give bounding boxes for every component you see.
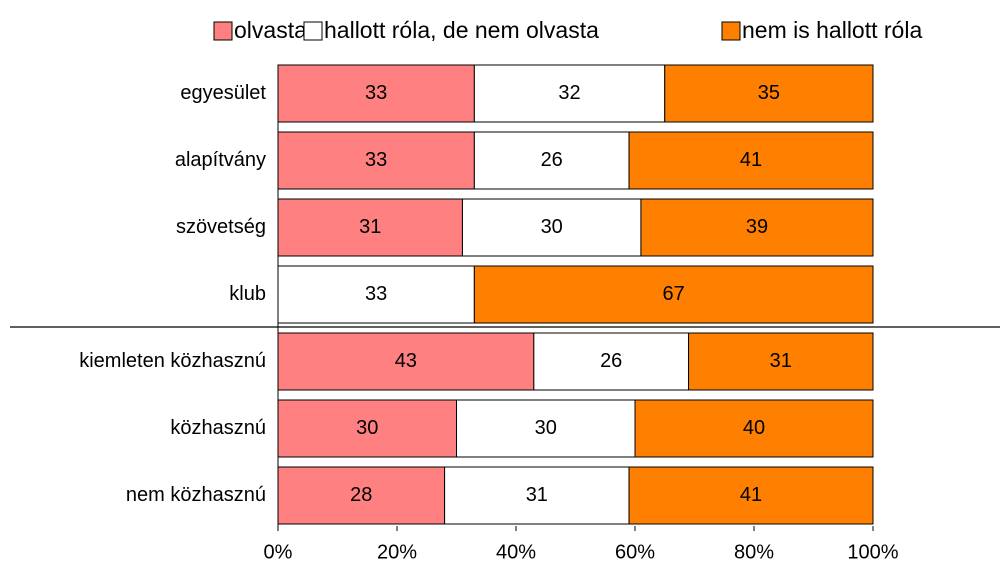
y-tick-label: kiemleten közhasznú xyxy=(79,350,266,372)
y-tick-label: egyesület xyxy=(180,82,266,104)
bar-segment xyxy=(628,466,874,525)
bar-segment xyxy=(277,399,457,458)
legend-label: nem is hallott róla xyxy=(742,17,922,43)
bar-segment xyxy=(628,131,874,190)
bar-segment xyxy=(473,265,874,324)
data-label: 26 xyxy=(541,149,563,171)
data-label: 67 xyxy=(663,283,685,305)
y-tick-label: klub xyxy=(229,283,266,305)
y-tick-label: alapítvány xyxy=(175,149,266,171)
y-tick-label: nem közhasznú xyxy=(126,484,266,506)
data-label: 26 xyxy=(600,350,622,372)
x-tick-label: 40% xyxy=(496,541,536,563)
x-tick-label: 100% xyxy=(847,541,898,563)
data-label: 31 xyxy=(359,216,381,238)
data-label: 31 xyxy=(526,484,548,506)
bar-segment xyxy=(277,466,446,525)
data-label: 40 xyxy=(743,417,765,439)
bar-segment xyxy=(688,332,874,391)
data-label: 33 xyxy=(365,82,387,104)
bar-segment xyxy=(277,265,475,324)
x-tick-label: 20% xyxy=(377,541,417,563)
bar-segment xyxy=(461,198,642,257)
data-label: 41 xyxy=(740,484,762,506)
data-label: 35 xyxy=(758,82,780,104)
data-label: 32 xyxy=(558,82,580,104)
bar-segment xyxy=(634,399,874,458)
data-label: 30 xyxy=(535,417,557,439)
bar-segment xyxy=(533,332,690,391)
y-tick-label: szövetség xyxy=(176,216,266,238)
bar-segment xyxy=(473,64,666,123)
data-label: 41 xyxy=(740,149,762,171)
legend-swatch xyxy=(303,21,323,41)
data-label: 39 xyxy=(746,216,768,238)
legend-swatch xyxy=(213,21,233,41)
data-label: 30 xyxy=(356,417,378,439)
legend-label: hallott róla, de nem olvasta xyxy=(324,17,599,43)
x-tick-label: 80% xyxy=(734,541,774,563)
data-label: 33 xyxy=(365,149,387,171)
x-tick-label: 60% xyxy=(615,541,655,563)
bar-segment xyxy=(277,64,475,123)
bar-segment xyxy=(444,466,630,525)
legend-swatch xyxy=(721,21,741,41)
data-label: 28 xyxy=(350,484,372,506)
y-tick-label: közhasznú xyxy=(170,417,266,439)
data-label: 30 xyxy=(541,216,563,238)
data-label: 31 xyxy=(770,350,792,372)
x-tick-label: 0% xyxy=(264,541,293,563)
legend-label: olvasta xyxy=(234,17,307,43)
bar-segment xyxy=(640,198,874,257)
bar-segment xyxy=(277,332,535,391)
bar-segment xyxy=(456,399,636,458)
data-label: 33 xyxy=(365,283,387,305)
data-label: 43 xyxy=(395,350,417,372)
bar-segment xyxy=(664,64,874,123)
